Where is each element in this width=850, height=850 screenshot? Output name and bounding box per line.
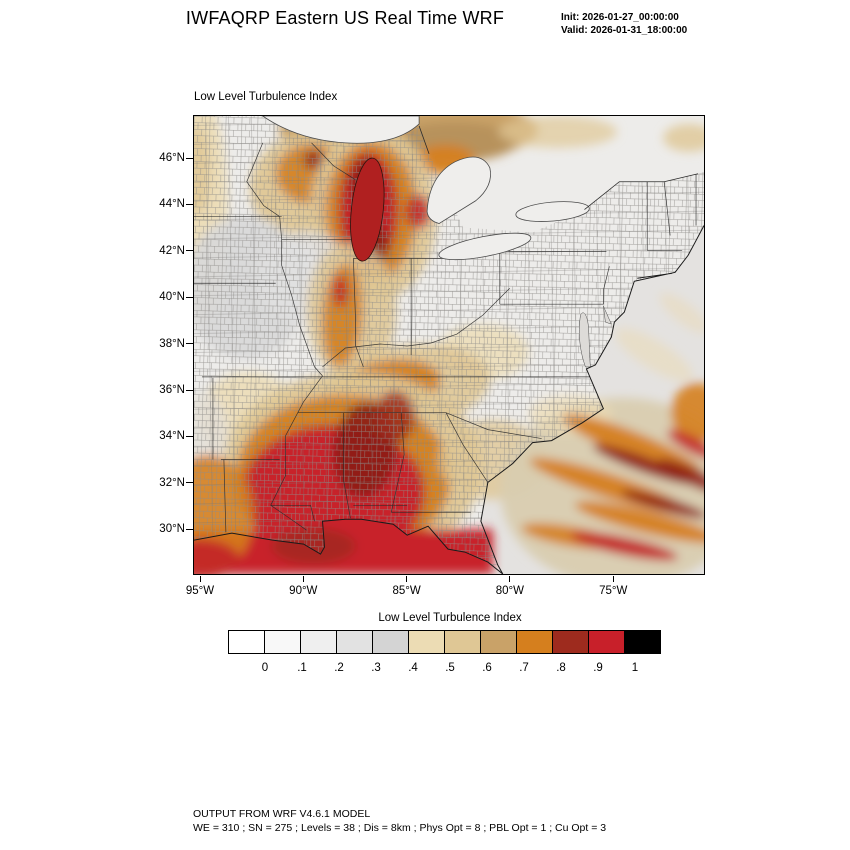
model-info-line1: OUTPUT FROM WRF V4.6.1 MODEL (193, 808, 371, 820)
valid-time-label: Valid: 2026-01-31_18:00:00 (561, 25, 688, 36)
lat-label: 36°N (159, 384, 185, 396)
colorbar-tick-label: .6 (482, 662, 492, 674)
lake-huron (426, 156, 491, 224)
lake-ontario (515, 201, 590, 222)
colorbar-box (480, 630, 517, 654)
colorbar-tick-label: .4 (408, 662, 418, 674)
colorbar-tick-label: .9 (593, 662, 603, 674)
lat-tick (186, 343, 193, 345)
lon-label: 85°W (392, 585, 421, 597)
lat-tick (186, 250, 193, 252)
colorbar-box (516, 630, 553, 654)
colorbar-box (444, 630, 481, 654)
colorbar-box (588, 630, 625, 654)
lat-tick (186, 435, 193, 437)
canada-border (418, 125, 699, 210)
colorbar-tick-label: 1 (631, 662, 639, 674)
lon-tick (302, 576, 304, 582)
colorbar-tick-label: 0 (261, 662, 269, 674)
colorbar-tick-label: .8 (556, 662, 566, 674)
colorbar-box (300, 630, 337, 654)
lat-label: 46°N (159, 152, 185, 164)
map-canvas (193, 115, 705, 575)
lat-label: 38°N (159, 337, 185, 350)
colorbar-box (408, 630, 445, 654)
init-time-label: Init: 2026-01-27_00:00:00 (561, 12, 679, 23)
lon-label: 80°W (495, 585, 525, 597)
colorbar-box (264, 630, 301, 654)
lat-tick (186, 389, 193, 391)
lon-tick (509, 576, 511, 582)
field-label: Low Level Turbulence Index (194, 91, 338, 103)
colorbar-tick-label: .3 (371, 662, 381, 674)
lake-michigan (350, 157, 385, 262)
lat-tick (186, 157, 193, 159)
lat-label: 44°N (159, 198, 185, 211)
lon-tick (406, 576, 408, 582)
colorbar-box (552, 630, 589, 654)
coastline (194, 225, 704, 574)
init-valid-block: Init: 2026-01-27_00:00:00 Valid: 2026-01… (561, 11, 687, 37)
lake-erie (438, 232, 532, 261)
plot-title: IWFAQRP Eastern US Real Time WRF (185, 8, 505, 28)
colorbar-tick-label: .7 (519, 662, 529, 674)
colorbar-box (228, 630, 265, 654)
lat-label: 34°N (159, 430, 185, 443)
lon-label: 75°W (599, 585, 628, 597)
model-info: OUTPUT FROM WRF V4.6.1 MODEL WE = 310 ; … (193, 808, 606, 835)
lon-label: 90°W (289, 585, 318, 597)
lat-tick (186, 203, 193, 205)
lon-tick (199, 576, 201, 582)
colorbar-tick-label: .2 (334, 662, 344, 674)
lon-label: 95°W (185, 585, 215, 597)
lat-label: 40°N (159, 291, 185, 304)
lat-label: 32°N (159, 476, 185, 489)
lon-tick (612, 576, 614, 582)
lake-superior (262, 116, 420, 144)
chesapeake-bay (579, 312, 591, 368)
lat-tick (186, 482, 193, 484)
delaware-bay (603, 306, 612, 325)
lat-tick (186, 296, 193, 298)
lat-label: 30°N (159, 523, 185, 536)
colorbar-title: Low Level Turbulence Index (378, 612, 522, 624)
colorbar-box (336, 630, 373, 654)
state-borders-layer (194, 142, 697, 533)
great-lakes-layer (262, 116, 590, 262)
lat-tick (186, 528, 193, 530)
colorbar-tick-label: .1 (297, 662, 307, 674)
colorbar (228, 630, 661, 654)
colorbar-tick-label: .5 (445, 662, 455, 674)
model-info-line2: WE = 310 ; SN = 275 ; Levels = 38 ; Dis … (193, 821, 607, 834)
colorbar-box (372, 630, 409, 654)
colorbar-box (624, 630, 661, 654)
lat-label: 42°N (159, 244, 185, 257)
turbulence-map-svg (194, 116, 704, 574)
